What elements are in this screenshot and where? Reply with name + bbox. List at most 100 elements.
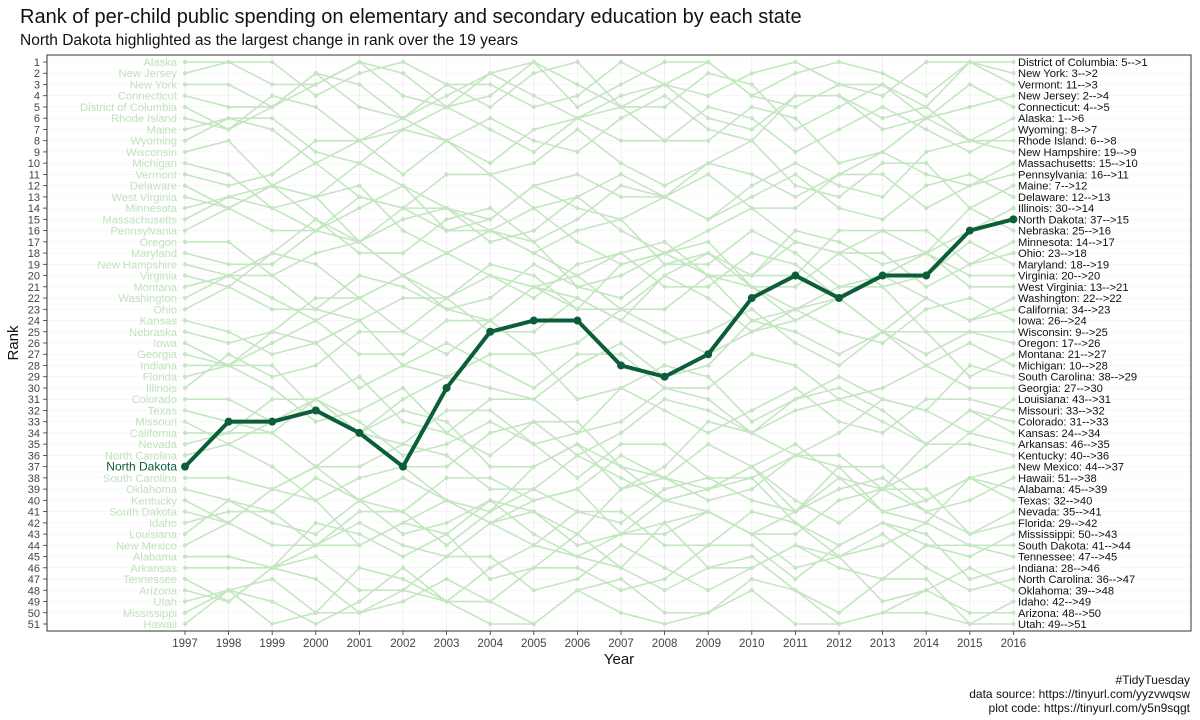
left-state-label: Wyoming (130, 136, 177, 148)
background-series-point (313, 71, 318, 76)
background-series-point (182, 262, 188, 267)
right-state-label: South Carolina: 38-->29 (1018, 372, 1137, 384)
background-series-point (967, 273, 972, 278)
right-state-label: Montana: 21-->27 (1018, 349, 1107, 361)
background-series-point (488, 217, 493, 222)
right-state-label: Iowa: 26-->24 (1018, 316, 1087, 328)
background-series-point (793, 183, 798, 188)
background-series-point (793, 565, 798, 570)
background-series-point (400, 228, 406, 233)
background-series-point (400, 565, 406, 570)
background-series-point (706, 430, 711, 436)
background-series-point (880, 93, 885, 98)
right-state-label: Washington: 22-->22 (1018, 293, 1122, 305)
left-state-label: Alaska (143, 57, 177, 69)
highlight-series-line (183, 217, 1014, 469)
background-series-point (1011, 453, 1016, 458)
background-series-point (836, 194, 842, 199)
background-series-point (270, 307, 275, 312)
background-series-point (793, 520, 798, 525)
background-series-point (182, 273, 188, 278)
background-series-line (185, 61, 1014, 142)
y-tick-label: 24 (28, 316, 40, 328)
right-state-label: Oklahoma: 39-->48 (1018, 585, 1114, 597)
background-series-line (184, 61, 1014, 120)
y-axis-ticks: 1234567891011121314151617181920212223242… (28, 57, 47, 631)
background-series-point (1011, 273, 1016, 278)
right-state-label: Hawaii: 51-->38 (1018, 473, 1097, 485)
background-series (182, 59, 1016, 627)
background-series-point (400, 116, 406, 121)
left-state-label: Arkansas (130, 563, 177, 575)
background-series-point (793, 318, 798, 323)
background-series-point (226, 363, 231, 368)
left-state-label: Alabama (133, 552, 178, 564)
background-series-point (924, 565, 929, 570)
background-series-point (357, 71, 362, 76)
background-series-point (575, 307, 580, 312)
background-series-point (313, 419, 318, 424)
background-series-point (618, 307, 624, 312)
background-series-point (1011, 239, 1016, 244)
background-series-point (706, 442, 711, 447)
background-series-point (967, 206, 972, 211)
right-state-label: Maine: 7-->12 (1018, 181, 1087, 193)
background-series-line (184, 578, 1014, 625)
background-series-point (924, 543, 929, 548)
background-series-point (749, 576, 754, 582)
background-series-point (226, 565, 231, 570)
background-series-point (444, 576, 449, 582)
background-series-point (575, 262, 580, 267)
background-series-point (706, 475, 711, 480)
x-tick-label: 2009 (695, 638, 721, 650)
background-series-point (357, 329, 362, 334)
background-series-point (880, 329, 885, 334)
background-series-point (836, 284, 842, 289)
background-series-point (226, 520, 231, 525)
background-series-point (836, 430, 842, 436)
background-series-point (270, 295, 275, 301)
background-series-point (313, 228, 318, 233)
right-state-label: North Dakota: 37-->15 (1018, 214, 1129, 226)
highlight-series-point (747, 294, 756, 303)
background-series-point (444, 520, 449, 525)
y-tick-label: 38 (28, 473, 40, 485)
background-series-point (531, 498, 536, 503)
background-series-point (706, 509, 711, 514)
background-series-point (226, 284, 231, 289)
background-series-point (444, 82, 449, 87)
background-series-point (182, 206, 188, 211)
background-series-point (488, 161, 493, 166)
background-series-point (182, 509, 188, 514)
background-series-point (313, 82, 318, 87)
y-tick-label: 11 (29, 169, 40, 181)
background-series-point (182, 374, 188, 379)
background-series-point (618, 59, 624, 65)
x-tick-label: 2014 (913, 638, 939, 650)
background-series-point (793, 284, 798, 289)
y-tick-label: 7 (34, 124, 40, 136)
background-series-line (184, 274, 1014, 378)
background-series-point (575, 453, 580, 458)
background-series-point (662, 82, 667, 87)
background-series-point (270, 576, 275, 582)
background-series-point (836, 621, 842, 627)
background-series-point (662, 487, 667, 492)
background-series-point (488, 295, 493, 301)
background-series-point (749, 172, 754, 177)
background-series-point (182, 295, 188, 301)
background-series-point (488, 520, 493, 525)
left-state-label: Iowa (153, 338, 177, 350)
background-series-point (531, 487, 536, 492)
background-series-point (618, 116, 624, 121)
background-series-point (1011, 464, 1016, 469)
background-series-point (836, 239, 842, 244)
y-tick-label: 4 (34, 91, 40, 103)
background-series-point (357, 59, 362, 65)
y-tick-label: 49 (28, 597, 40, 609)
background-series-point (1011, 206, 1016, 211)
y-tick-label: 18 (28, 248, 40, 260)
y-tick-label: 17 (28, 237, 40, 249)
